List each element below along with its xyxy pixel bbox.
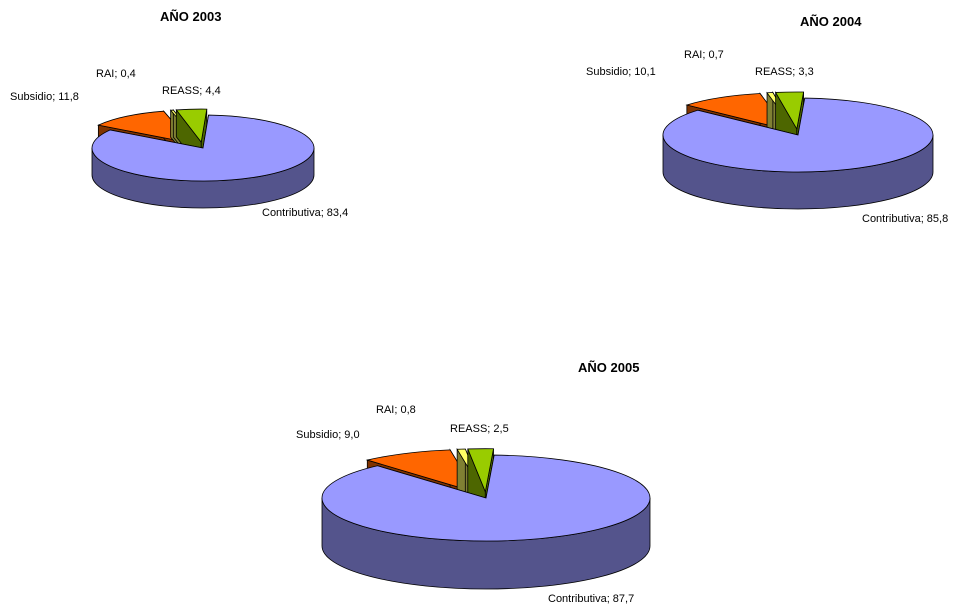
data-label-reass: REASS; 2,5 xyxy=(450,423,509,435)
slice-contributiva xyxy=(321,454,651,590)
slice-contributiva xyxy=(662,97,934,210)
data-label-subsidio: Subsidio; 10,1 xyxy=(586,66,656,78)
data-label-rai: RAI; 0,4 xyxy=(96,68,136,80)
data-label-subsidio: Subsidio; 9,0 xyxy=(296,429,360,441)
data-label-contributiva: Contributiva; 87,7 xyxy=(548,593,634,605)
data-label-contributiva: Contributiva; 83,4 xyxy=(262,207,348,219)
data-label-reass: REASS; 3,3 xyxy=(755,66,814,78)
data-label-reass: REASS; 4,4 xyxy=(162,85,221,97)
chart-title-2003: AÑO 2003 xyxy=(160,9,222,24)
chart-title-2005: AÑO 2005 xyxy=(578,360,640,375)
slice-contributiva xyxy=(91,114,315,209)
data-label-rai: RAI; 0,8 xyxy=(376,404,416,416)
data-label-contributiva: Contributiva; 85,8 xyxy=(862,213,948,225)
chart-title-2004: AÑO 2004 xyxy=(800,14,862,29)
data-label-rai: RAI; 0,7 xyxy=(684,49,724,61)
data-label-subsidio: Subsidio; 11,8 xyxy=(10,91,79,103)
